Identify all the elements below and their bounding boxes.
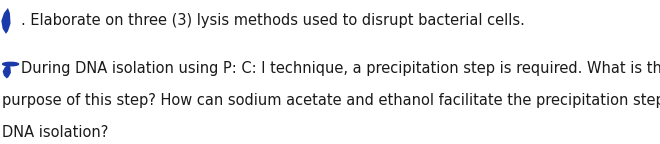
Text: DNA isolation?: DNA isolation? xyxy=(2,125,108,140)
Text: purpose of this step? How can sodium acetate and ethanol facilitate the precipit: purpose of this step? How can sodium ace… xyxy=(2,93,660,108)
PathPatch shape xyxy=(1,8,11,34)
PathPatch shape xyxy=(3,64,11,78)
Circle shape xyxy=(3,62,18,66)
Text: During DNA isolation using P: C: I technique, a precipitation step is required. : During DNA isolation using P: C: I techn… xyxy=(21,61,660,76)
Text: . Elaborate on three (3) lysis methods used to disrupt bacterial cells.: . Elaborate on three (3) lysis methods u… xyxy=(21,13,525,28)
